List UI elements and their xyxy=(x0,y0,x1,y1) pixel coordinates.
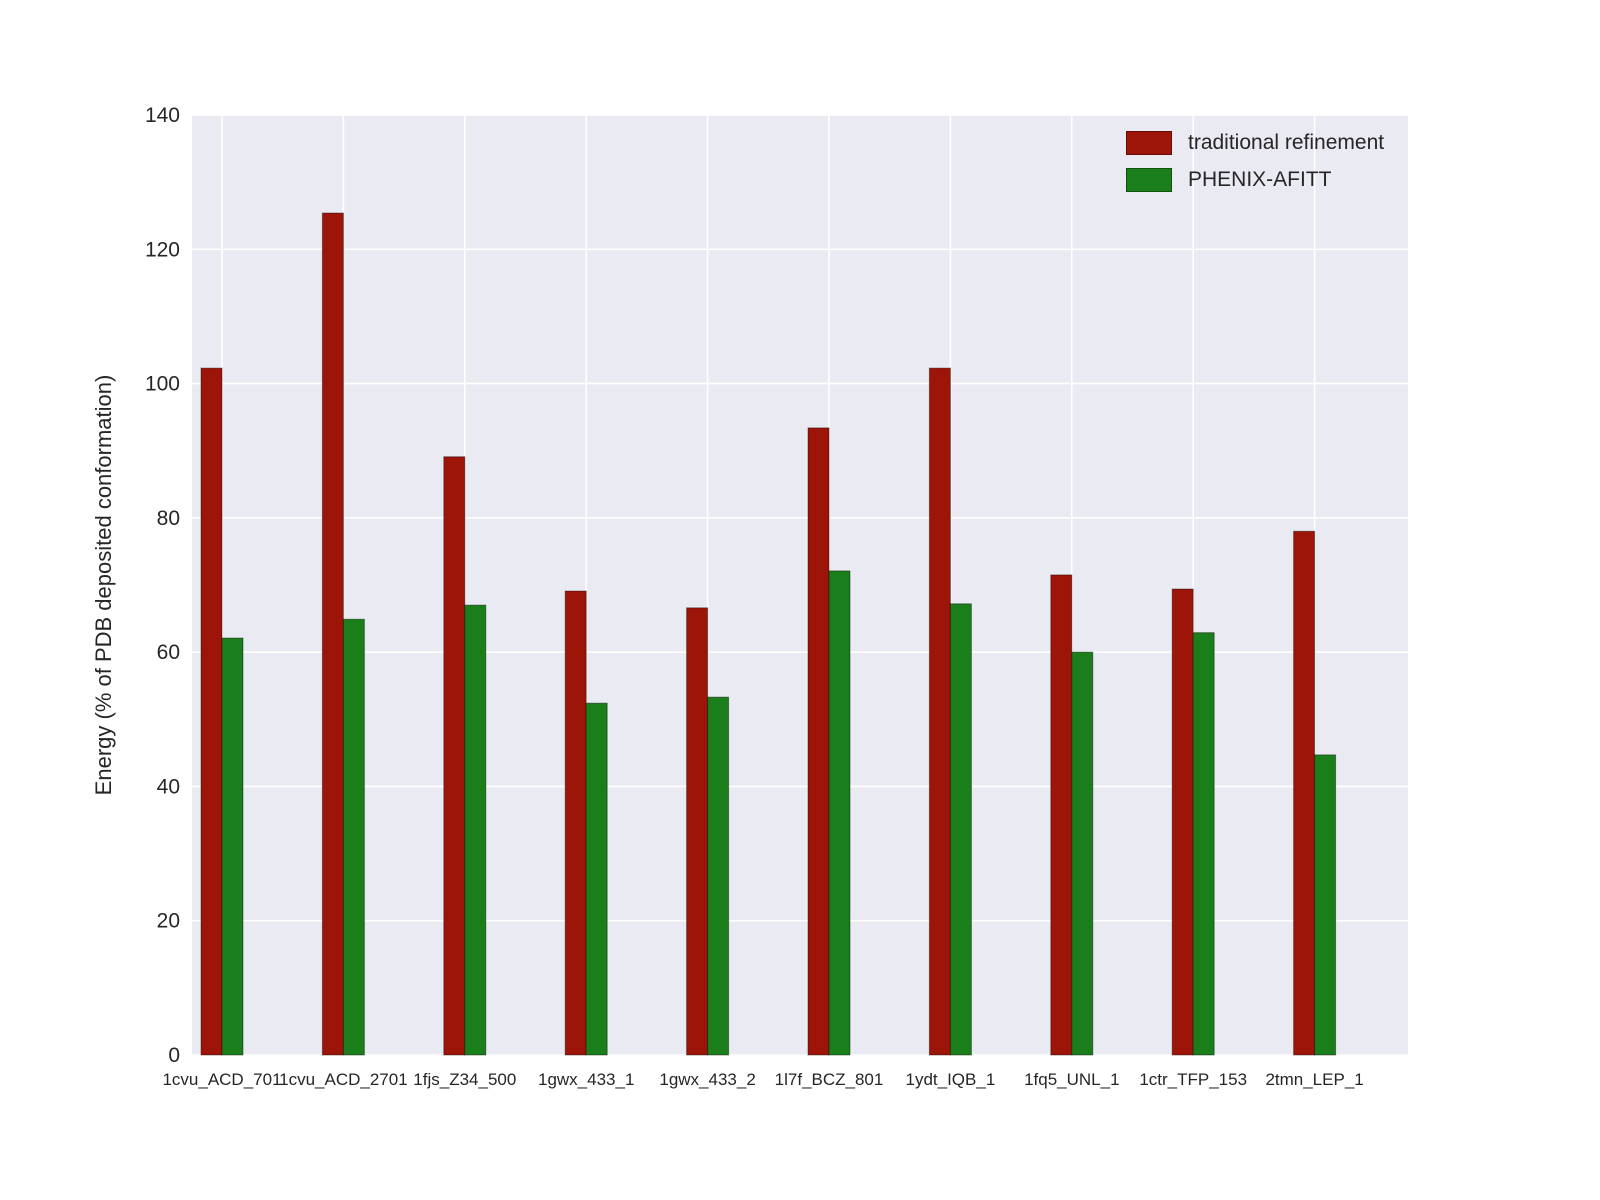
bar-traditional-refinement xyxy=(564,590,587,1056)
x-tick-label: 1gwx_433_1 xyxy=(538,1070,634,1089)
y-tick-label: 0 xyxy=(168,1044,180,1067)
bar-traditional-refinement xyxy=(807,427,830,1056)
x-tick-label: 1l7f_BCZ_801 xyxy=(775,1070,884,1089)
bar-traditional-refinement xyxy=(1050,574,1073,1056)
legend-label-traditional: traditional refinement xyxy=(1188,131,1385,154)
bar-phenix-afitt xyxy=(1314,754,1337,1056)
plot-background xyxy=(192,115,1408,1055)
y-axis-label-text: Energy (% of PDB deposited conformation) xyxy=(91,374,116,796)
x-tick-label: 1gwx_433_2 xyxy=(659,1070,755,1089)
bar-phenix-afitt xyxy=(1192,632,1215,1056)
x-tick-label: 1fjs_Z34_500 xyxy=(413,1070,516,1089)
y-tick-label: 120 xyxy=(145,238,180,261)
bar-phenix-afitt xyxy=(1071,651,1094,1056)
y-tick-label: 140 xyxy=(145,104,180,127)
y-tick-label: 100 xyxy=(145,373,180,396)
bar-traditional-refinement xyxy=(321,212,344,1056)
bar-phenix-afitt xyxy=(707,696,730,1056)
bar-traditional-refinement xyxy=(928,367,951,1056)
bar-traditional-refinement xyxy=(1293,530,1316,1056)
bar-traditional-refinement xyxy=(686,607,709,1056)
x-tick-label: 1fq5_UNL_1 xyxy=(1024,1070,1119,1089)
x-tick-label: 1cvu_ACD_701 xyxy=(162,1070,281,1089)
legend: traditional refinement PHENIX-AFITT xyxy=(1126,131,1384,192)
bar-phenix-afitt xyxy=(342,618,365,1056)
y-tick-label: 20 xyxy=(157,910,180,933)
legend-item-traditional: traditional refinement xyxy=(1126,131,1384,155)
x-tick-label: 1cvu_ACD_2701 xyxy=(279,1070,408,1089)
bar-phenix-afitt xyxy=(949,603,972,1056)
bar-traditional-refinement xyxy=(443,456,466,1056)
x-tick-label: 1ctr_TFP_153 xyxy=(1139,1070,1247,1089)
x-tick-label: 1ydt_IQB_1 xyxy=(906,1070,996,1089)
bar-phenix-afitt xyxy=(585,702,608,1056)
legend-swatch-traditional xyxy=(1126,131,1172,155)
y-tick-label: 40 xyxy=(157,775,180,798)
bar-phenix-afitt xyxy=(221,637,244,1056)
y-tick-label: 80 xyxy=(157,507,180,530)
bar-phenix-afitt xyxy=(464,604,487,1056)
bar-traditional-refinement xyxy=(1171,588,1194,1056)
legend-swatch-afitt xyxy=(1126,168,1172,192)
bar-phenix-afitt xyxy=(828,570,851,1056)
y-tick-label: 60 xyxy=(157,641,180,664)
legend-item-afitt: PHENIX-AFITT xyxy=(1126,168,1384,192)
bar-traditional-refinement xyxy=(200,367,223,1056)
legend-label-afitt: PHENIX-AFITT xyxy=(1188,168,1332,191)
x-tick-label: 2tmn_LEP_1 xyxy=(1265,1070,1363,1089)
